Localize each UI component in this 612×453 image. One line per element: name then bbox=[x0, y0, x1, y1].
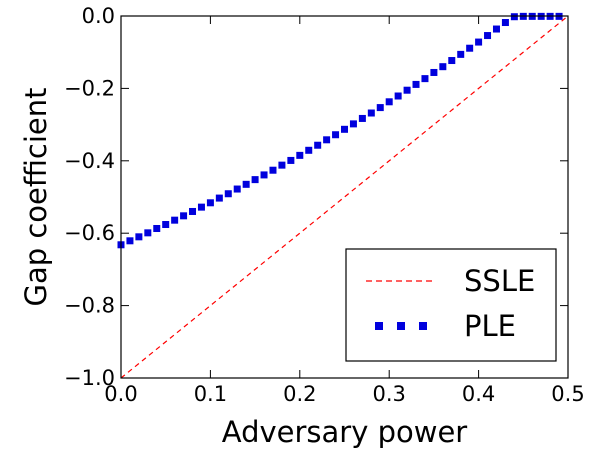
ple-point-15 bbox=[251, 176, 259, 184]
legend-ple-marker-1 bbox=[375, 322, 383, 330]
x-tick-label-2: 0.2 bbox=[283, 382, 316, 406]
ple-point-25 bbox=[341, 125, 348, 133]
ple-point-4 bbox=[153, 224, 161, 232]
ple-point-40 bbox=[475, 38, 483, 46]
ple-point-20 bbox=[296, 151, 304, 159]
ple-point-2 bbox=[135, 233, 143, 241]
ple-point-39 bbox=[466, 44, 474, 52]
legend: SSLE PLE bbox=[345, 248, 557, 362]
y-tick-label-0: 0.0 bbox=[82, 4, 115, 28]
legend-ple-label: PLE bbox=[464, 309, 516, 343]
ple-point-3 bbox=[144, 229, 152, 237]
x-tick-label-1: 0.1 bbox=[194, 382, 227, 406]
x-axis-label: Adversary power bbox=[222, 415, 468, 449]
ssle-series-line bbox=[120, 15, 569, 379]
ple-point-21 bbox=[305, 146, 313, 154]
ple-point-32 bbox=[403, 86, 411, 94]
ple-point-27 bbox=[358, 114, 366, 122]
legend-box bbox=[345, 248, 557, 362]
ple-point-19 bbox=[287, 156, 295, 164]
ple-point-42 bbox=[492, 25, 500, 33]
y-tick-label-3: −0.6 bbox=[64, 221, 115, 245]
ple-point-29 bbox=[376, 104, 384, 112]
ple-point-14 bbox=[242, 180, 250, 188]
ple-point-12 bbox=[224, 190, 232, 198]
legend-ssle-label: SSLE bbox=[464, 264, 535, 298]
ple-point-22 bbox=[314, 141, 322, 149]
ple-point-35 bbox=[430, 68, 438, 76]
ple-point-24 bbox=[332, 131, 340, 139]
plot-frame bbox=[120, 15, 569, 379]
x-tick-label-5: 0.5 bbox=[551, 382, 584, 406]
ple-point-5 bbox=[162, 221, 170, 229]
ple-point-33 bbox=[412, 80, 420, 88]
ple-point-16 bbox=[260, 171, 268, 179]
ple-point-7 bbox=[180, 212, 188, 220]
ple-point-38 bbox=[457, 50, 465, 58]
ple-point-37 bbox=[448, 57, 456, 65]
ple-point-31 bbox=[394, 92, 402, 100]
x-tick-label-3: 0.3 bbox=[372, 382, 405, 406]
ple-point-28 bbox=[367, 109, 375, 117]
ple-point-6 bbox=[171, 216, 179, 224]
x-tick-label-0: 0.0 bbox=[104, 382, 137, 406]
ple-point-13 bbox=[233, 185, 241, 193]
ple-point-23 bbox=[323, 136, 331, 144]
ple-point-30 bbox=[385, 98, 393, 106]
ple-point-1 bbox=[126, 237, 134, 245]
y-tick-label-5: −1.0 bbox=[64, 366, 115, 390]
ple-point-43 bbox=[501, 19, 509, 27]
ple-point-17 bbox=[269, 166, 277, 174]
ple-point-11 bbox=[215, 194, 223, 202]
x-tick-label-4: 0.4 bbox=[462, 382, 495, 406]
y-tick-label-1: −0.2 bbox=[64, 76, 115, 100]
ple-point-10 bbox=[206, 199, 214, 207]
ple-point-18 bbox=[278, 161, 286, 169]
ple-point-34 bbox=[421, 75, 429, 83]
y-axis-label: Gap coefficient bbox=[19, 87, 53, 306]
ple-point-36 bbox=[439, 63, 447, 71]
ple-point-26 bbox=[349, 120, 357, 128]
legend-ple-marker-3 bbox=[419, 322, 427, 330]
ticks-layer: 0.0 0.1 0.2 0.3 0.4 0.5 0.0 −0.2 −0.4 −0.6 −0.8 −1.… bbox=[64, 4, 585, 406]
y-tick-label-4: −0.8 bbox=[64, 294, 115, 318]
y-tick-label-2: −0.4 bbox=[64, 149, 115, 173]
ple-point-41 bbox=[484, 32, 492, 40]
ple-point-9 bbox=[197, 203, 205, 211]
ple-point-8 bbox=[189, 207, 197, 215]
legend-ple-marker-2 bbox=[397, 322, 405, 330]
ple-point-44 bbox=[510, 13, 518, 21]
